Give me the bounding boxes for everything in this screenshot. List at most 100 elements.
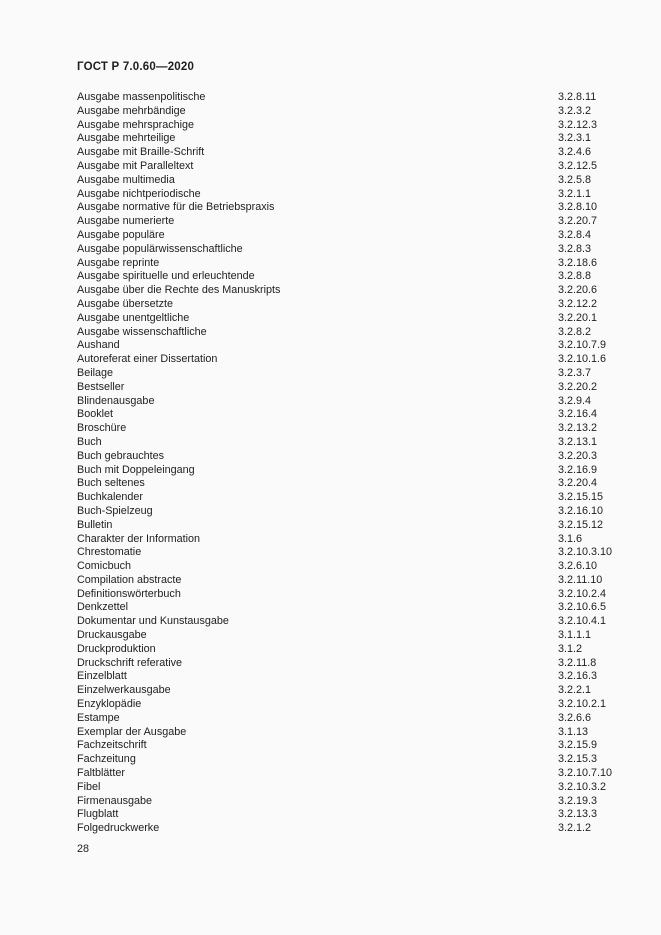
index-term: Ausgabe spirituelle und erleuchtende <box>77 270 255 283</box>
index-ref: 3.2.6.6 <box>558 711 592 724</box>
index-term: Charakter der Information <box>77 532 201 545</box>
index-term: Broschüre <box>77 422 127 435</box>
index-term: Definitionswörterbuch <box>77 587 181 600</box>
index-row: Buch seltenes 3.2.20.4 <box>77 477 617 491</box>
index-row: Ausgabe mit Paralleltext 3.2.12.5 <box>77 160 617 174</box>
index-term: Bulletin <box>77 518 113 531</box>
index-row: Ausgabe populärwissenschaftliche 3.2.8.3 <box>77 243 617 257</box>
index-ref: 3.2.13.2 <box>558 422 598 435</box>
index-row: Ausgabe wissenschaftliche 3.2.8.2 <box>77 326 617 340</box>
index-row: Fachzeitung 3.2.15.3 <box>77 753 617 767</box>
index-term: Ausgabe mehrteilige <box>77 132 176 145</box>
index-term: Blindenausgabe <box>77 394 155 407</box>
index-term: Ausgabe mit Paralleltext <box>77 159 194 172</box>
index-term: Einzelwerkausgabe <box>77 684 171 697</box>
index-term: Ausgabe mehrsprachige <box>77 118 195 131</box>
index-ref: 3.1.1.1 <box>558 629 592 642</box>
index-term: Ausgabe mit Braille-Schrift <box>77 146 205 159</box>
index-row: Buch mit Doppeleingang 3.2.16.9 <box>77 464 617 478</box>
index-term: Estampe <box>77 711 120 724</box>
index-ref: 3.2.16.3 <box>558 670 598 683</box>
index-ref: 3.2.3.2 <box>558 104 592 117</box>
index-term: Ausgabe populäre <box>77 228 165 241</box>
index-ref: 3.2.12.5 <box>558 159 598 172</box>
index-row: Einzelblatt 3.2.16.3 <box>77 670 617 684</box>
index-row: Denkzettel 3.2.10.6.5 <box>77 601 617 615</box>
index-ref: 3.2.1.1 <box>558 187 592 200</box>
index-ref: 3.2.16.4 <box>558 408 598 421</box>
index-ref: 3.2.4.6 <box>558 146 592 159</box>
index-row: Ausgabe reprinte 3.2.18.6 <box>77 257 617 271</box>
index-ref: 3.2.6.10 <box>558 560 598 573</box>
index-term: Ausgabe übersetzte <box>77 297 174 310</box>
index-term: Ausgabe mehrbändige <box>77 104 186 117</box>
index-row: Folgedruckwerke 3.2.1.2 <box>77 822 617 836</box>
index-term: Ausgabe populärwissenschaftliche <box>77 242 243 255</box>
index-row: Estampe 3.2.6.6 <box>77 712 617 726</box>
index-ref: 3.2.16.9 <box>558 463 598 476</box>
index-row: Buch gebrauchtes 3.2.20.3 <box>77 450 617 464</box>
index-ref: 3.2.8.3 <box>558 242 592 255</box>
index-row: Aushand 3.2.10.7.9 <box>77 339 617 353</box>
page-number: 28 <box>77 843 90 855</box>
index-term: Faltblätter <box>77 767 126 780</box>
index-row: Compilation abstracte 3.2.11.10 <box>77 574 617 588</box>
index-ref: 3.2.8.10 <box>558 201 598 214</box>
index-row: Beilage 3.2.3.7 <box>77 367 617 381</box>
index-term: Booklet <box>77 408 114 421</box>
index-term: Folgedruckwerke <box>77 822 160 835</box>
index-row: Ausgabe massenpolitische 3.2.8.11 <box>77 91 617 105</box>
index-term: Buch mit Doppeleingang <box>77 463 195 476</box>
index-row: Bestseller 3.2.20.2 <box>77 381 617 395</box>
index-row: Druckausgabe 3.1.1.1 <box>77 629 617 643</box>
index-ref: 3.2.10.3.10 <box>558 546 613 559</box>
standard-designation-header: ГОСТ Р 7.0.60—2020 <box>77 61 195 73</box>
index-ref: 3.2.19.3 <box>558 794 598 807</box>
index-term: Buch <box>77 435 102 448</box>
index-ref: 3.1.13 <box>558 725 589 738</box>
index-ref: 3.2.12.2 <box>558 297 598 310</box>
index-row: Ausgabe populäre 3.2.8.4 <box>77 229 617 243</box>
index-row: Comicbuch 3.2.6.10 <box>77 560 617 574</box>
index-term: Ausgabe über die Rechte des Manuskripts <box>77 284 281 297</box>
index-term: Ausgabe nichtperiodische <box>77 187 201 200</box>
index-term: Flugblatt <box>77 808 119 821</box>
index-term: Fachzeitung <box>77 753 136 766</box>
index-term: Bestseller <box>77 380 125 393</box>
index-row: Ausgabe normative für die Betriebspraxis… <box>77 201 617 215</box>
index-ref: 3.2.10.7.9 <box>558 339 607 352</box>
index-term: Buch seltenes <box>77 477 145 490</box>
index-term: Buch gebrauchtes <box>77 449 165 462</box>
index-row: Ausgabe nichtperiodische 3.2.1.1 <box>77 188 617 202</box>
index-ref: 3.2.11.8 <box>558 656 597 669</box>
index-ref: 3.2.10.2.1 <box>558 698 607 711</box>
index-ref: 3.2.10.1.6 <box>558 353 607 366</box>
index-term: Druckproduktion <box>77 642 156 655</box>
index-ref: 3.2.15.3 <box>558 753 598 766</box>
index-ref: 3.2.13.1 <box>558 435 598 448</box>
index-row: Definitionswörterbuch 3.2.10.2.4 <box>77 588 617 602</box>
index-row: Buchkalender 3.2.15.15 <box>77 491 617 505</box>
index-term: Ausgabe unentgeltliche <box>77 311 190 324</box>
index-term: Druckschrift referative <box>77 656 182 669</box>
index-term: Ausgabe massenpolitische <box>77 91 206 103</box>
index-term: Fibel <box>77 780 101 793</box>
index-row: Fachzeitschrift 3.2.15.9 <box>77 739 617 753</box>
index-row: Ausgabe mehrteilige 3.2.3.1 <box>77 132 617 146</box>
index-term: Autoreferat einer Dissertation <box>77 353 218 366</box>
index-ref: 3.2.11.10 <box>558 573 603 586</box>
index-ref: 3.2.15.12 <box>558 518 604 531</box>
index-term: Compilation abstracte <box>77 573 182 586</box>
index-term: Fachzeitschrift <box>77 739 147 752</box>
index-term: Beilage <box>77 366 114 379</box>
index-term: Ausgabe normative für die Betriebspraxis <box>77 201 275 214</box>
index-term: Buchkalender <box>77 491 144 504</box>
index-row: Firmenausgabe 3.2.19.3 <box>77 795 617 809</box>
index-row: Ausgabe numerierte 3.2.20.7 <box>77 215 617 229</box>
index-term: Ausgabe wissenschaftliche <box>77 325 207 338</box>
index-row: Buch 3.2.13.1 <box>77 436 617 450</box>
index-term: Ausgabe multimedia <box>77 173 175 186</box>
index-ref: 3.2.8.11 <box>558 91 597 103</box>
index-term: Aushand <box>77 339 120 352</box>
